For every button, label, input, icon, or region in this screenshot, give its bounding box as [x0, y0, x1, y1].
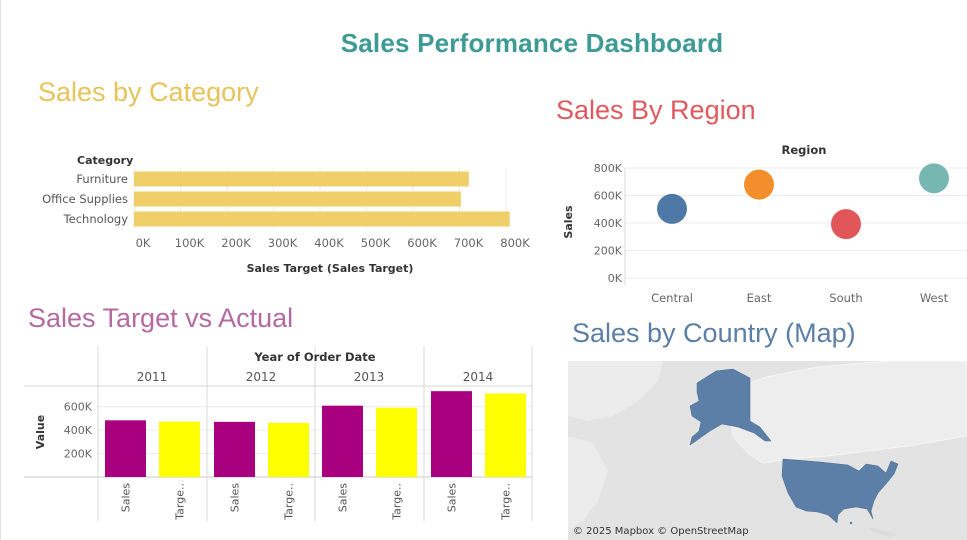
category-label: Office Supplies [42, 192, 128, 206]
caribbean-land [868, 527, 898, 537]
tva-measure-label: Targe.. [174, 483, 187, 521]
category-x-tick: 800K [500, 236, 530, 250]
target-bar [268, 422, 309, 477]
sales-bar [105, 420, 146, 477]
category-x-tick: 200K [221, 236, 251, 250]
usa-shape [781, 458, 899, 524]
tva-year-label: 2012 [246, 370, 277, 384]
tva-measure-label: Sales [229, 483, 242, 513]
region-x-label: Central [651, 291, 693, 305]
tva-y-tick: 200K [64, 448, 93, 461]
region-scatter-chart[interactable]: 0K 200K 400K 600K 800K Region Sales Central East… [550, 135, 967, 310]
category-label: Technology [63, 212, 129, 226]
region-y-tick: 400K [594, 217, 623, 230]
region-y-tick: 600K [594, 190, 623, 203]
hawaii-mark [849, 521, 853, 525]
region-header: Region [782, 143, 827, 157]
category-label: Furniture [76, 172, 128, 186]
category-bar [134, 191, 461, 207]
tva-measure-label: Sales [120, 483, 133, 513]
sales-bar [322, 405, 363, 477]
category-bar [134, 211, 510, 227]
tva-y-axis-label: Value [34, 415, 47, 449]
canada-land [727, 361, 967, 464]
region-x-label: West [920, 291, 949, 305]
region-y-tick: 800K [594, 162, 623, 175]
category-section-title: Sales by Category [38, 77, 259, 107]
dashboard-title: Sales Performance Dashboard [340, 28, 724, 58]
region-point [831, 209, 861, 240]
greenland-land [568, 361, 663, 421]
category-x-axis-label: Sales Target (Sales Target) [247, 262, 414, 275]
region-y-axis-label: Sales [562, 205, 575, 239]
category-x-tick: 300K [268, 236, 298, 250]
target-bar [376, 407, 417, 477]
eurasia-land [568, 436, 608, 531]
tva-measure-label: Sales [337, 483, 350, 513]
category-x-tick: 700K [454, 236, 484, 250]
tva-measure-label: Targe.. [500, 483, 513, 521]
tva-y-tick: 400K [64, 424, 93, 437]
region-section-title: Sales By Region [556, 95, 756, 125]
target-bar [159, 421, 200, 477]
tva-y-tick: 600K [64, 401, 93, 414]
region-point [744, 169, 774, 200]
target-bar [485, 393, 526, 477]
category-bar-chart[interactable]: Category Furniture Office Supplies Technolo… [0, 140, 540, 290]
map-section-title: Sales by Country (Map) [572, 318, 856, 348]
region-point [919, 163, 949, 194]
category-x-tick: 400K [314, 236, 344, 250]
category-row-header: Category [77, 154, 133, 167]
region-x-label: East [747, 291, 772, 305]
category-x-tick: 0K [136, 236, 151, 250]
category-x-tick: 600K [407, 236, 437, 250]
tva-year-label: 2014 [463, 370, 494, 384]
alaska-shape [689, 368, 772, 446]
tva-header: Year of Order Date [253, 350, 375, 364]
sales-map[interactable]: © 2025 Mapbox © OpenStreetMap [568, 361, 967, 540]
left-border [0, 0, 1, 540]
tva-measure-label: Sales [446, 483, 459, 513]
region-y-tick: 0K [608, 272, 623, 285]
tva-year-label: 2013 [354, 370, 385, 384]
category-x-tick: 500K [361, 236, 391, 250]
target-section-title: Sales Target vs Actual [28, 303, 294, 333]
region-x-label: South [829, 291, 862, 305]
sales-bar [431, 391, 472, 477]
sales-bar [214, 421, 255, 477]
map-attribution: © 2025 Mapbox © OpenStreetMap [573, 526, 749, 537]
category-x-tick: 100K [175, 236, 205, 250]
region-y-tick: 200K [594, 245, 623, 258]
tva-year-label: 2011 [137, 370, 168, 384]
map-canvas [568, 361, 967, 537]
category-bar [134, 171, 469, 187]
region-point [657, 193, 687, 224]
tva-measure-label: Targe.. [391, 483, 404, 521]
tva-measure-label: Targe.. [283, 483, 296, 521]
target-vs-actual-chart[interactable]: 200K 400K 600K Year of Order Date Value 2011 S… [0, 340, 545, 540]
